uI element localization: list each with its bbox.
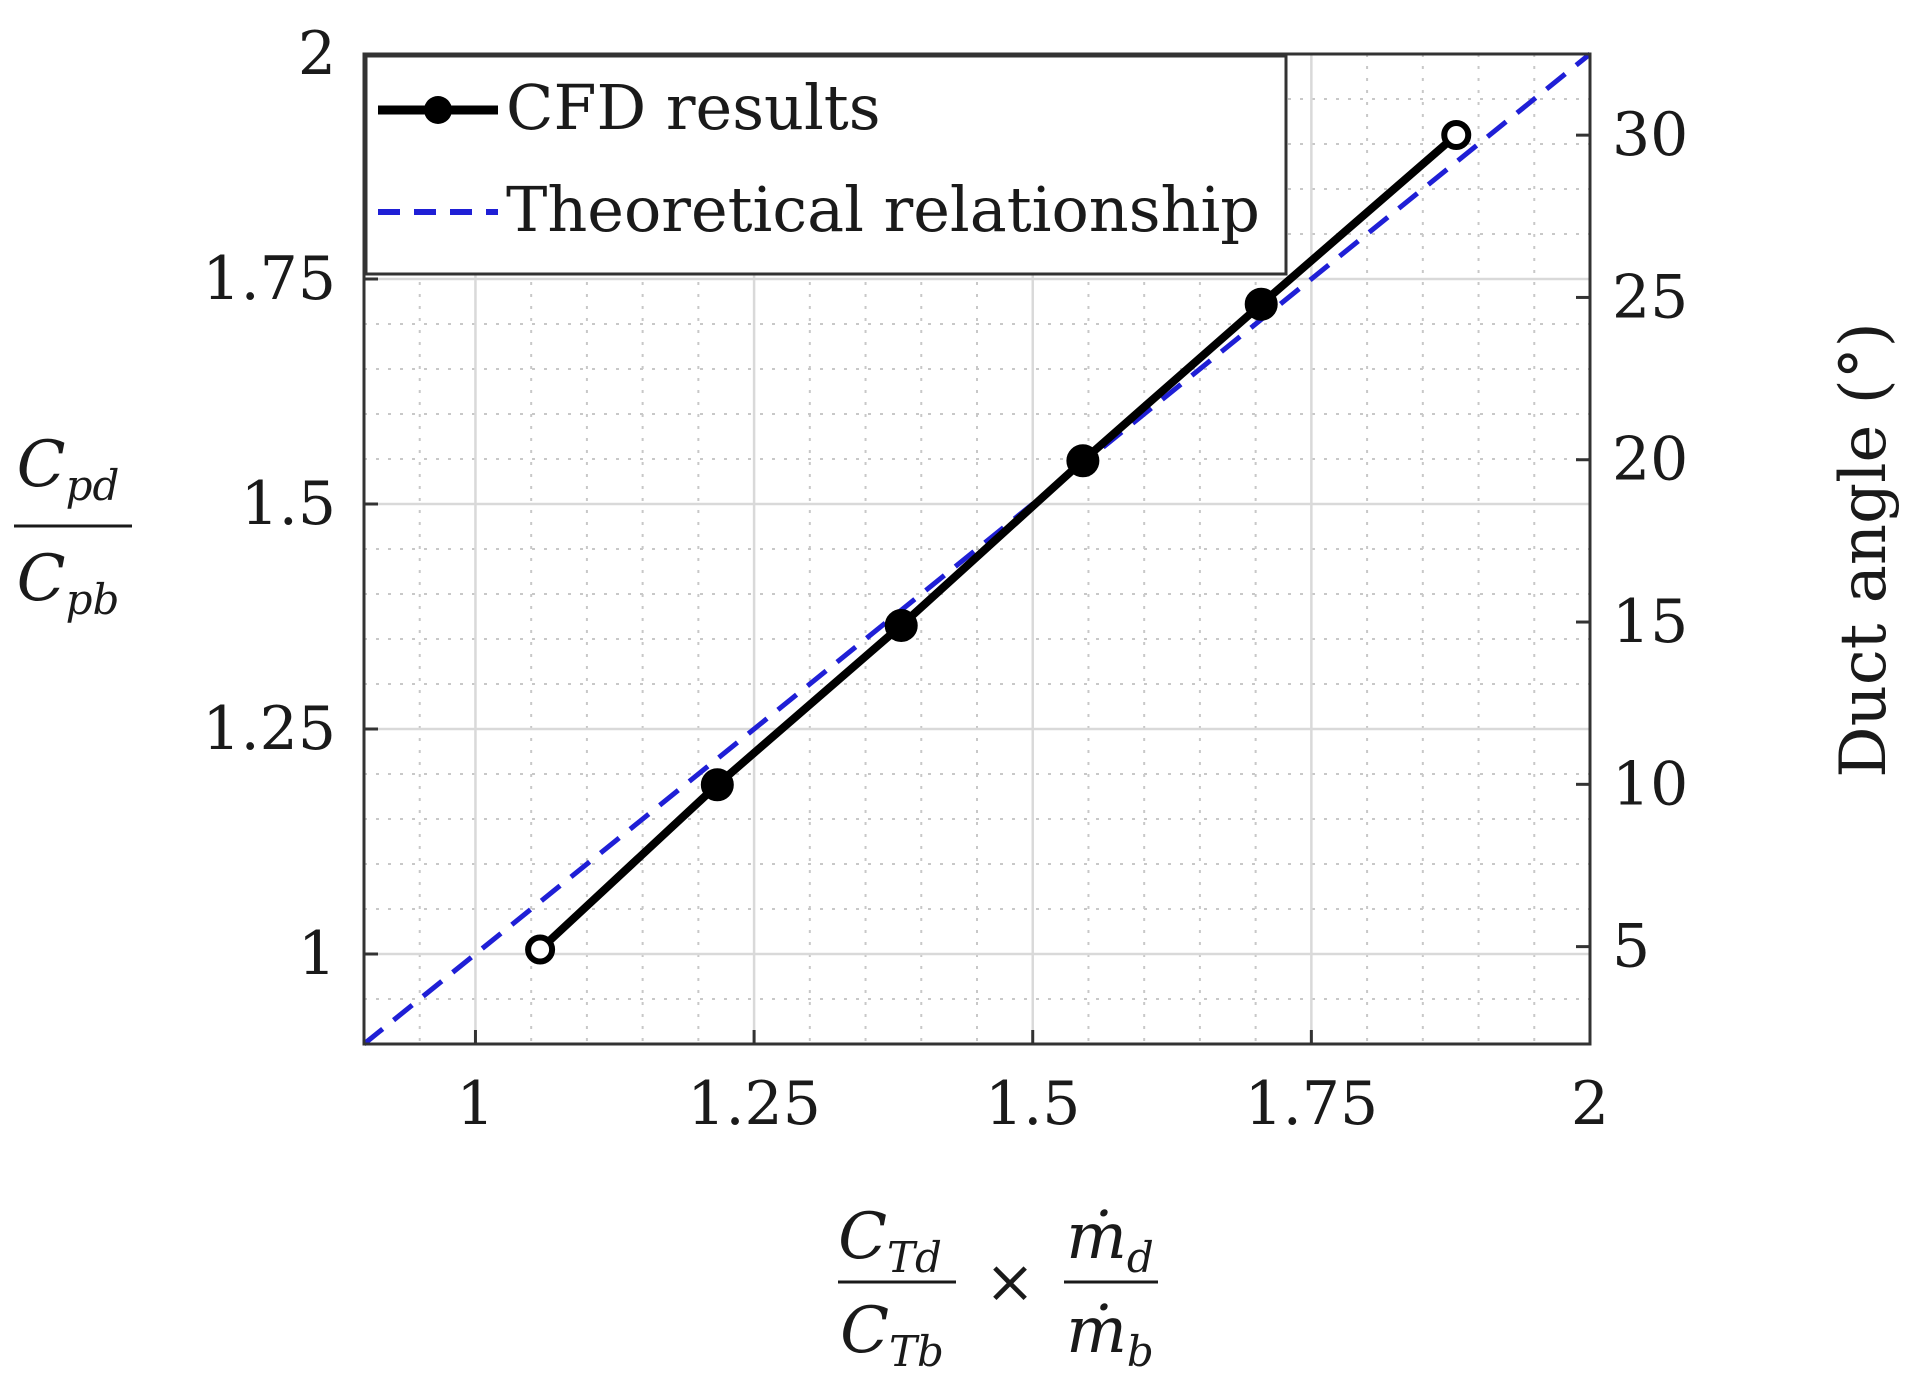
y-axis-ticks: 1 1.25 1.5 1.75 2 — [202, 19, 378, 989]
y2-tick-label: 15 — [1612, 587, 1688, 657]
x-tick-label: 2 — [1571, 1069, 1609, 1139]
y2-axis-ticks: 5 10 15 20 25 30 — [1576, 100, 1688, 982]
y-tick-label: 1.5 — [241, 469, 336, 539]
y2-tick-label: 20 — [1612, 425, 1688, 495]
y-tick-label: 1 — [298, 919, 336, 989]
xlabel-num2: ṁd — [1066, 1200, 1154, 1282]
series-theoretical-relationship — [362, 52, 1592, 1046]
cfd-point — [525, 934, 556, 965]
xlabel-den2: ṁb — [1066, 1294, 1154, 1373]
x-tick-label: 1.25 — [687, 1069, 821, 1139]
cfd-point — [1244, 287, 1278, 321]
cfd-point — [1441, 120, 1472, 150]
x-tick-label: 1.5 — [985, 1069, 1080, 1139]
xlabel-den1: CTb — [840, 1294, 944, 1373]
x-axis-label: CTd CTb × ṁd ṁb — [838, 1200, 1158, 1373]
legend-label-theory: Theoretical relationship — [506, 173, 1260, 246]
cfd-line — [537, 131, 1459, 953]
series-cfd-results — [525, 120, 1472, 965]
x-tick-label: 1.75 — [1245, 1069, 1379, 1139]
cfd-point — [700, 768, 734, 802]
legend-marker-cfd — [424, 96, 452, 124]
y-tick-label: 2 — [298, 19, 336, 89]
ylabel-numerator: Cpd — [17, 428, 120, 510]
cfd-point — [1066, 444, 1100, 478]
plot-frame — [362, 52, 1592, 1046]
legend-box — [364, 54, 1288, 276]
theoretical-line — [362, 52, 1592, 1046]
xlabel-num1: CTd — [838, 1200, 942, 1282]
xlabel-times: × — [985, 1247, 1035, 1317]
y2-tick-label: 30 — [1612, 100, 1688, 170]
x-tick-label: 1 — [456, 1069, 494, 1139]
y-tick-label: 1.25 — [202, 694, 336, 764]
y2-axis-label: Duct angle (°) — [1827, 322, 1901, 777]
y2-tick-label: 5 — [1612, 912, 1650, 982]
y2-tick-label: 25 — [1612, 262, 1688, 332]
y-tick-label: 1.75 — [202, 244, 336, 314]
y2-tick-label: 10 — [1612, 749, 1688, 819]
legend: CFD results Theoretical relationship — [364, 54, 1288, 276]
legend-label-cfd: CFD results — [506, 71, 881, 144]
x-axis-ticks: 1 1.25 1.5 1.75 2 — [456, 1030, 1609, 1139]
cfd-point — [884, 609, 918, 642]
ylabel-denominator: Cpb — [17, 542, 120, 624]
y-axis-label: Cpd Cpb — [14, 428, 132, 624]
